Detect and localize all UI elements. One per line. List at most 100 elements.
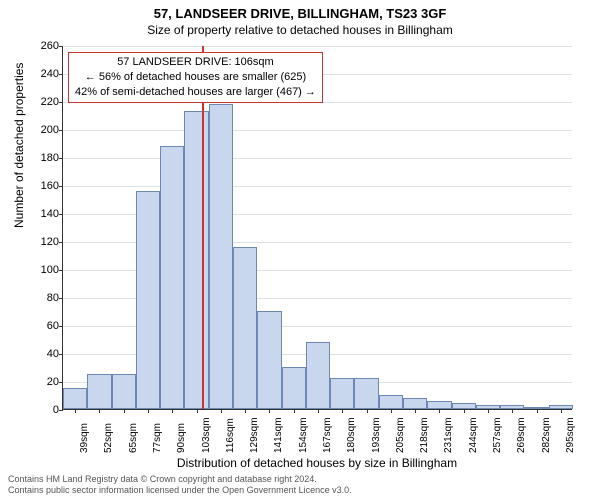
x-tick-mark [415,409,416,413]
y-tick-label: 200 [31,124,59,136]
x-tick-mark [318,409,319,413]
y-tick-mark [59,382,63,383]
histogram-bar [306,342,330,409]
histogram-bar [379,395,403,409]
x-tick-label: 103sqm [201,417,212,453]
histogram-bar [87,374,111,409]
x-tick-mark [75,409,76,413]
x-tick-label: 167sqm [322,417,333,453]
y-tick-label: 240 [31,68,59,80]
x-tick-mark [124,409,125,413]
info-line-larger: 42% of semi-detached houses are larger (… [75,85,316,100]
info-line-size: 57 LANDSEER DRIVE: 106sqm [75,55,316,70]
histogram-bar [136,191,160,409]
y-tick-label: 0 [31,404,59,416]
x-tick-mark [197,409,198,413]
x-tick-label: 257sqm [492,417,503,453]
gridline [63,46,572,47]
x-tick-mark [367,409,368,413]
footer-line-2: Contains public sector information licen… [8,485,352,496]
y-axis-label: Number of detached properties [12,63,26,228]
x-tick-mark [537,409,538,413]
histogram-bar [233,247,257,409]
gridline [63,130,572,131]
histogram-chart: 02040608010012014016018020022024026039sq… [62,46,572,410]
info-line-smaller: ← 56% of detached houses are smaller (62… [75,70,316,85]
y-tick-label: 40 [31,348,59,360]
histogram-bar [63,388,87,409]
x-tick-label: 244sqm [468,417,479,453]
x-tick-label: 77sqm [152,423,163,453]
x-axis-label: Distribution of detached houses by size … [62,456,572,470]
x-tick-mark [172,409,173,413]
y-tick-mark [59,242,63,243]
y-tick-label: 220 [31,96,59,108]
page-title: 57, LANDSEER DRIVE, BILLINGHAM, TS23 3GF [0,0,600,21]
x-tick-label: 116sqm [225,418,236,453]
x-tick-mark [221,409,222,413]
histogram-bar [160,146,184,409]
y-tick-label: 260 [31,40,59,52]
y-tick-mark [59,46,63,47]
histogram-bar [184,111,208,409]
y-tick-mark [59,270,63,271]
histogram-bar [257,311,281,409]
x-tick-label: 282sqm [541,417,552,453]
histogram-bar [209,104,233,409]
histogram-bar [282,367,306,409]
y-tick-mark [59,130,63,131]
x-tick-mark [148,409,149,413]
x-tick-mark [245,409,246,413]
y-tick-mark [59,102,63,103]
x-tick-label: 269sqm [516,417,527,453]
x-tick-mark [488,409,489,413]
y-tick-label: 160 [31,180,59,192]
x-tick-label: 180sqm [346,417,357,453]
gridline [63,158,572,159]
y-tick-label: 120 [31,236,59,248]
histogram-bar [403,398,427,409]
x-tick-label: 295sqm [565,417,576,453]
histogram-bar [427,401,451,409]
histogram-bar [112,374,136,409]
x-tick-mark [561,409,562,413]
attribution-footer: Contains HM Land Registry data © Crown c… [8,474,352,497]
x-tick-mark [99,409,100,413]
x-tick-label: 129sqm [249,417,260,453]
y-tick-mark [59,410,63,411]
x-tick-mark [512,409,513,413]
y-tick-label: 20 [31,376,59,388]
x-tick-label: 141sqm [273,417,284,453]
x-tick-label: 65sqm [128,423,139,453]
y-tick-mark [59,158,63,159]
y-tick-mark [59,186,63,187]
x-tick-mark [464,409,465,413]
y-tick-label: 100 [31,264,59,276]
x-tick-label: 52sqm [103,423,114,453]
x-tick-label: 218sqm [419,417,430,453]
y-tick-mark [59,214,63,215]
x-tick-label: 231sqm [443,417,454,453]
x-tick-mark [342,409,343,413]
y-tick-mark [59,74,63,75]
x-tick-label: 154sqm [298,417,309,453]
y-tick-mark [59,326,63,327]
x-tick-mark [294,409,295,413]
footer-line-1: Contains HM Land Registry data © Crown c… [8,474,352,485]
histogram-bar [330,378,354,409]
y-tick-label: 140 [31,208,59,220]
histogram-bar [354,378,378,409]
x-tick-mark [391,409,392,413]
y-tick-label: 180 [31,152,59,164]
chart-subtitle: Size of property relative to detached ho… [0,23,600,37]
x-tick-label: 39sqm [79,423,90,453]
x-tick-label: 193sqm [371,417,382,453]
x-tick-mark [269,409,270,413]
y-tick-label: 60 [31,320,59,332]
gridline [63,186,572,187]
x-tick-label: 90sqm [176,423,187,453]
y-tick-mark [59,354,63,355]
y-tick-label: 80 [31,292,59,304]
x-tick-mark [439,409,440,413]
property-info-box: 57 LANDSEER DRIVE: 106sqm ← 56% of detac… [68,52,323,103]
